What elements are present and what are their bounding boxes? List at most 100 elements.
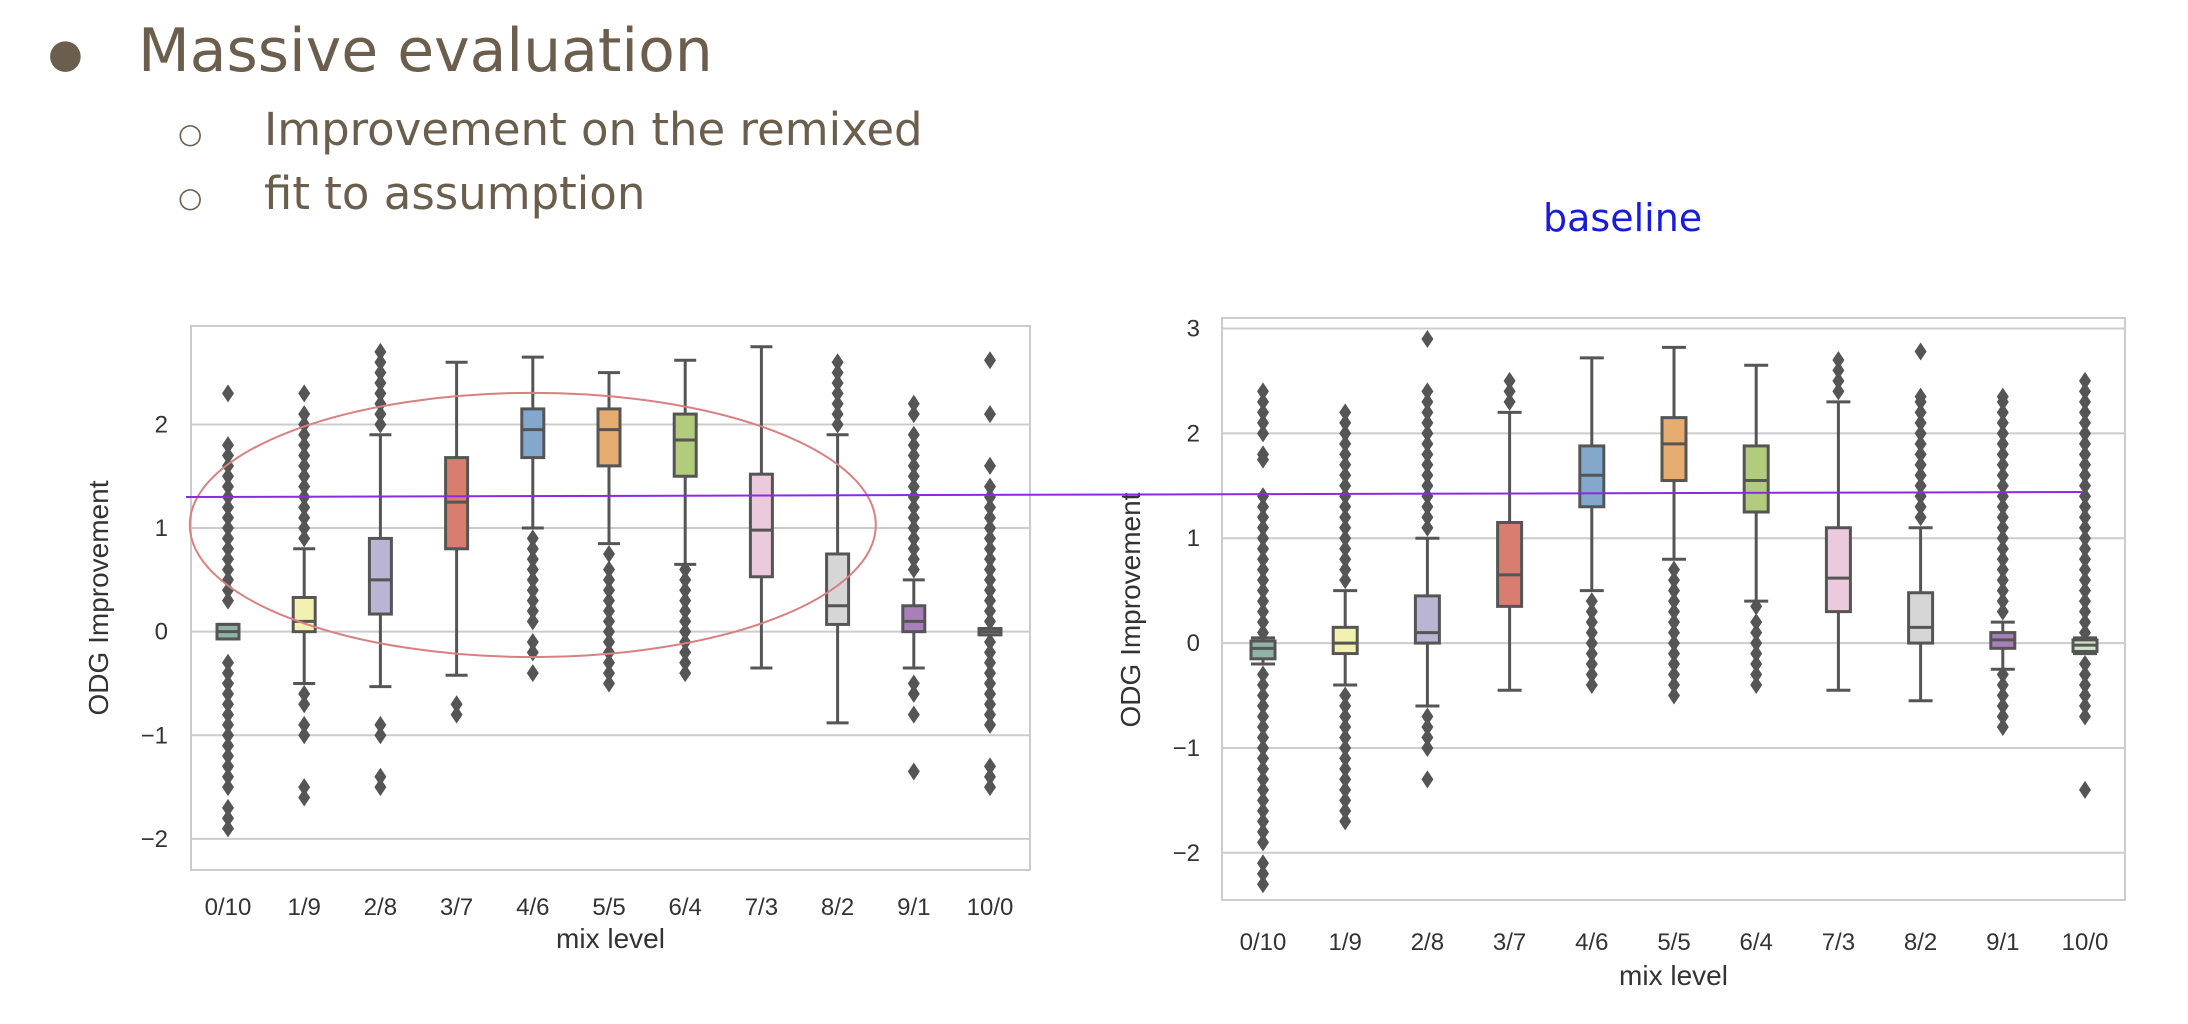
outlier-point <box>222 446 234 465</box>
box-2-8 <box>1413 329 1441 789</box>
outlier-point <box>2079 707 2091 726</box>
outlier-point <box>1914 445 1927 464</box>
outlier-point <box>1339 759 1352 778</box>
outlier-point <box>1668 655 1680 674</box>
outlier-point <box>1257 550 1269 569</box>
outlier-point <box>1257 413 1269 432</box>
outlier-point <box>1668 676 1680 695</box>
outlier-point <box>1339 738 1352 757</box>
x-tick-label: 2/8 <box>364 894 397 921</box>
outlier-point <box>1914 403 1927 422</box>
y-tick-label: −1 <box>1173 735 1200 762</box>
outlier-point <box>298 436 311 455</box>
outlier-point <box>374 342 387 361</box>
outlier-point <box>1339 518 1352 537</box>
outlier-point <box>1339 697 1352 715</box>
outlier-point <box>298 684 311 703</box>
box-iqr <box>1660 416 1688 483</box>
box-7-3 <box>748 345 774 670</box>
outlier-point <box>298 446 311 465</box>
outlier-point <box>1257 833 1269 852</box>
outlier-point <box>1339 403 1352 422</box>
outlier-point <box>1750 597 1763 616</box>
outlier-point <box>1339 445 1352 464</box>
outlier-point <box>1996 529 2009 548</box>
outlier-point <box>1996 508 2009 527</box>
outlier-point <box>526 581 539 600</box>
x-tick-label: 3/7 <box>440 894 473 921</box>
outlier-point <box>1914 413 1927 432</box>
outlier-point <box>1257 707 1269 726</box>
outlier-point <box>2079 529 2091 548</box>
y-tick-label: 1 <box>155 515 168 542</box>
outlier-point <box>1585 602 1598 621</box>
x-tick-label: 9/1 <box>1986 929 2019 956</box>
outlier-point <box>1668 665 1680 684</box>
outlier-point <box>1257 450 1269 469</box>
outlier-point <box>603 674 615 693</box>
outlier-point <box>679 633 692 652</box>
x-tick-label: 6/4 <box>1740 929 1773 956</box>
box-iqr <box>1331 625 1359 656</box>
outlier-point <box>984 581 996 600</box>
outlier-point <box>1996 602 2009 621</box>
outlier-point <box>984 560 996 579</box>
outlier-point <box>984 612 996 631</box>
outlier-point <box>222 809 234 828</box>
outlier-point <box>1668 560 1680 579</box>
box-6-4 <box>1742 363 1770 695</box>
outlier-point <box>222 477 234 496</box>
outlier-point <box>1914 476 1927 495</box>
outlier-point <box>1257 424 1269 443</box>
outlier-point <box>907 508 920 527</box>
x-tick-label: 0/10 <box>205 894 252 921</box>
outlier-point <box>374 384 387 403</box>
box-iqr <box>1907 591 1935 645</box>
outlier-point <box>984 633 996 652</box>
box-iqr <box>901 604 927 634</box>
outlier-point <box>1750 655 1763 674</box>
box-iqr <box>1824 526 1852 614</box>
outlier-point <box>907 446 920 465</box>
outlier-point <box>1832 361 1845 380</box>
outlier-point <box>1750 644 1763 663</box>
outlier-point <box>1996 539 2009 558</box>
x-tick-label: 3/7 <box>1493 929 1526 956</box>
outlier-point <box>1996 560 2009 579</box>
box-2-8 <box>367 342 393 797</box>
outlier-point <box>1339 529 1352 548</box>
outlier-point <box>1750 665 1763 684</box>
x-tick-label: 7/3 <box>1822 929 1855 956</box>
outlier-point <box>1257 382 1269 401</box>
outlier-point <box>374 405 387 424</box>
outlier-point <box>1339 434 1352 453</box>
x-tick-label: 10/0 <box>2062 929 2109 956</box>
box-4-6 <box>520 355 546 683</box>
outlier-point <box>1257 592 1269 611</box>
outlier-point <box>526 601 539 620</box>
outlier-point <box>222 436 234 455</box>
outlier-point <box>2079 592 2091 611</box>
outlier-point <box>1832 371 1845 390</box>
outlier-point <box>526 633 539 652</box>
outlier-point <box>450 695 463 714</box>
outlier-point <box>1996 455 2009 474</box>
bullet-dot-icon: ● <box>48 31 83 78</box>
outlier-point <box>2079 466 2091 485</box>
box-10-0 <box>2071 371 2099 799</box>
outlier-point <box>907 539 920 558</box>
outlier-point <box>222 539 234 558</box>
outlier-point <box>1832 382 1845 401</box>
outlier-point <box>222 498 234 517</box>
outlier-point <box>298 508 311 527</box>
outlier-point <box>1914 434 1927 453</box>
outlier-point <box>2079 487 2091 506</box>
outlier-point <box>1668 613 1680 632</box>
outlier-point <box>1257 770 1269 789</box>
box-iqr <box>748 472 774 579</box>
outlier-point <box>298 467 311 486</box>
y-tick-label: 2 <box>155 411 168 438</box>
outlier-point <box>907 425 920 444</box>
outlier-point <box>1996 445 2009 464</box>
outlier-point <box>2079 602 2091 621</box>
